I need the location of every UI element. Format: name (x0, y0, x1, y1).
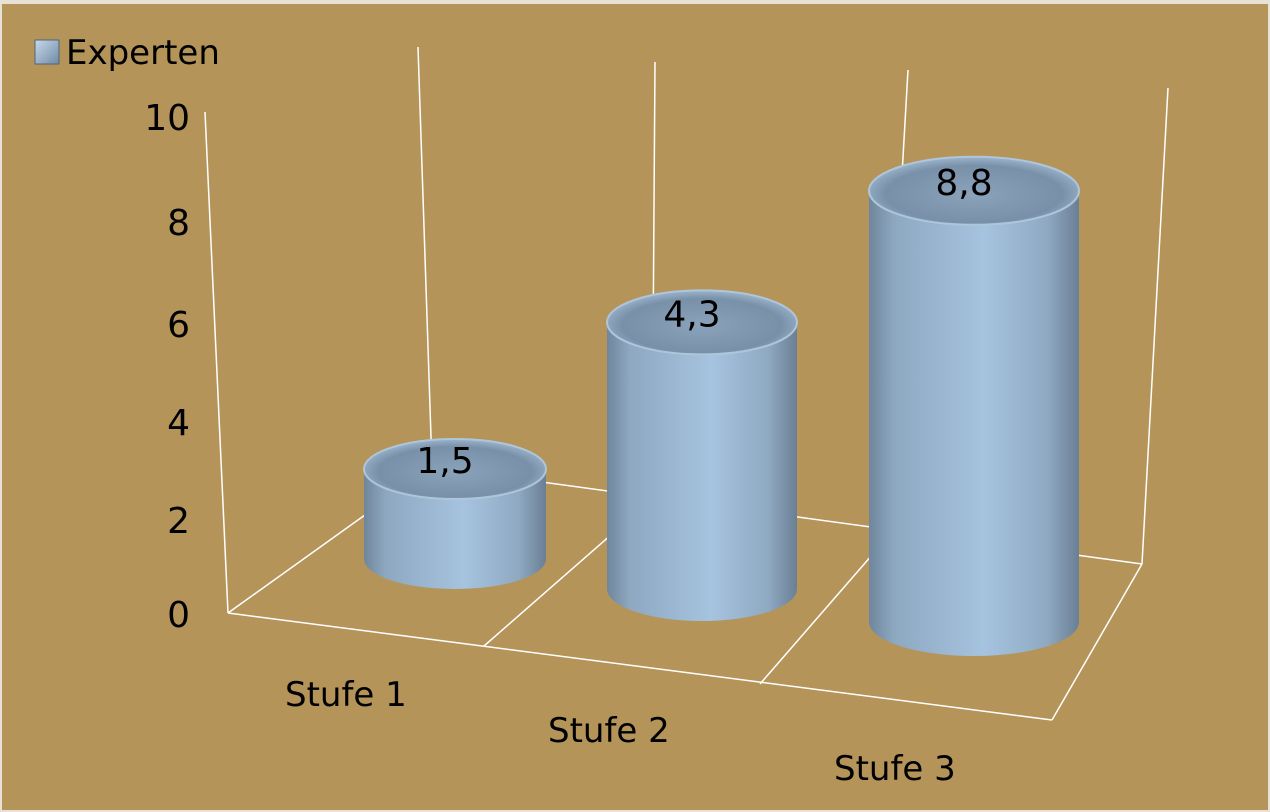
floor-front-edge (227, 612, 1053, 721)
legend: Experten (34, 33, 220, 73)
bar-cylinder (606, 289, 798, 621)
y-tick-label: 8 (167, 203, 190, 244)
legend-swatch-icon (34, 39, 60, 65)
bar-body (364, 469, 546, 589)
gridline-back-4 (1141, 87, 1169, 565)
data-label: 4,3 (663, 294, 720, 335)
bar-top (606, 289, 798, 356)
gridline-back-1 (417, 46, 433, 468)
x-category-label: Stufe 3 (834, 749, 956, 789)
bar-body (869, 190, 1079, 657)
y-tick-label: 2 (167, 501, 190, 542)
legend-label: Experten (66, 33, 220, 73)
floor-right-edge (1051, 563, 1143, 721)
bar-cylinder (363, 438, 547, 589)
y-tick-label: 6 (167, 305, 190, 346)
bar-cylinder (868, 155, 1080, 657)
bar-top (868, 155, 1080, 226)
y-axis-ticks: 0 2 4 6 8 10 (144, 98, 190, 636)
bar-body (607, 322, 797, 621)
y-tick-label: 10 (144, 98, 190, 139)
data-label: 1,5 (416, 441, 473, 482)
x-category-label: Stufe 1 (285, 675, 407, 715)
gridline-left-wall (204, 111, 229, 614)
bars (363, 155, 1080, 657)
bar-top (363, 438, 547, 500)
data-label: 8,8 (935, 163, 992, 204)
y-tick-label: 0 (167, 595, 190, 636)
y-tick-label: 4 (167, 403, 190, 444)
x-category-label: Stufe 2 (548, 711, 670, 751)
bar-chart: Experten 0 2 4 6 8 10 Stufe 1 Stufe 2 Stufe 3 1… (34, 33, 1169, 789)
x-axis-categories: Stufe 1 Stufe 2 Stufe 3 (285, 675, 956, 789)
data-labels: 1,5 4,3 8,8 (416, 163, 992, 482)
